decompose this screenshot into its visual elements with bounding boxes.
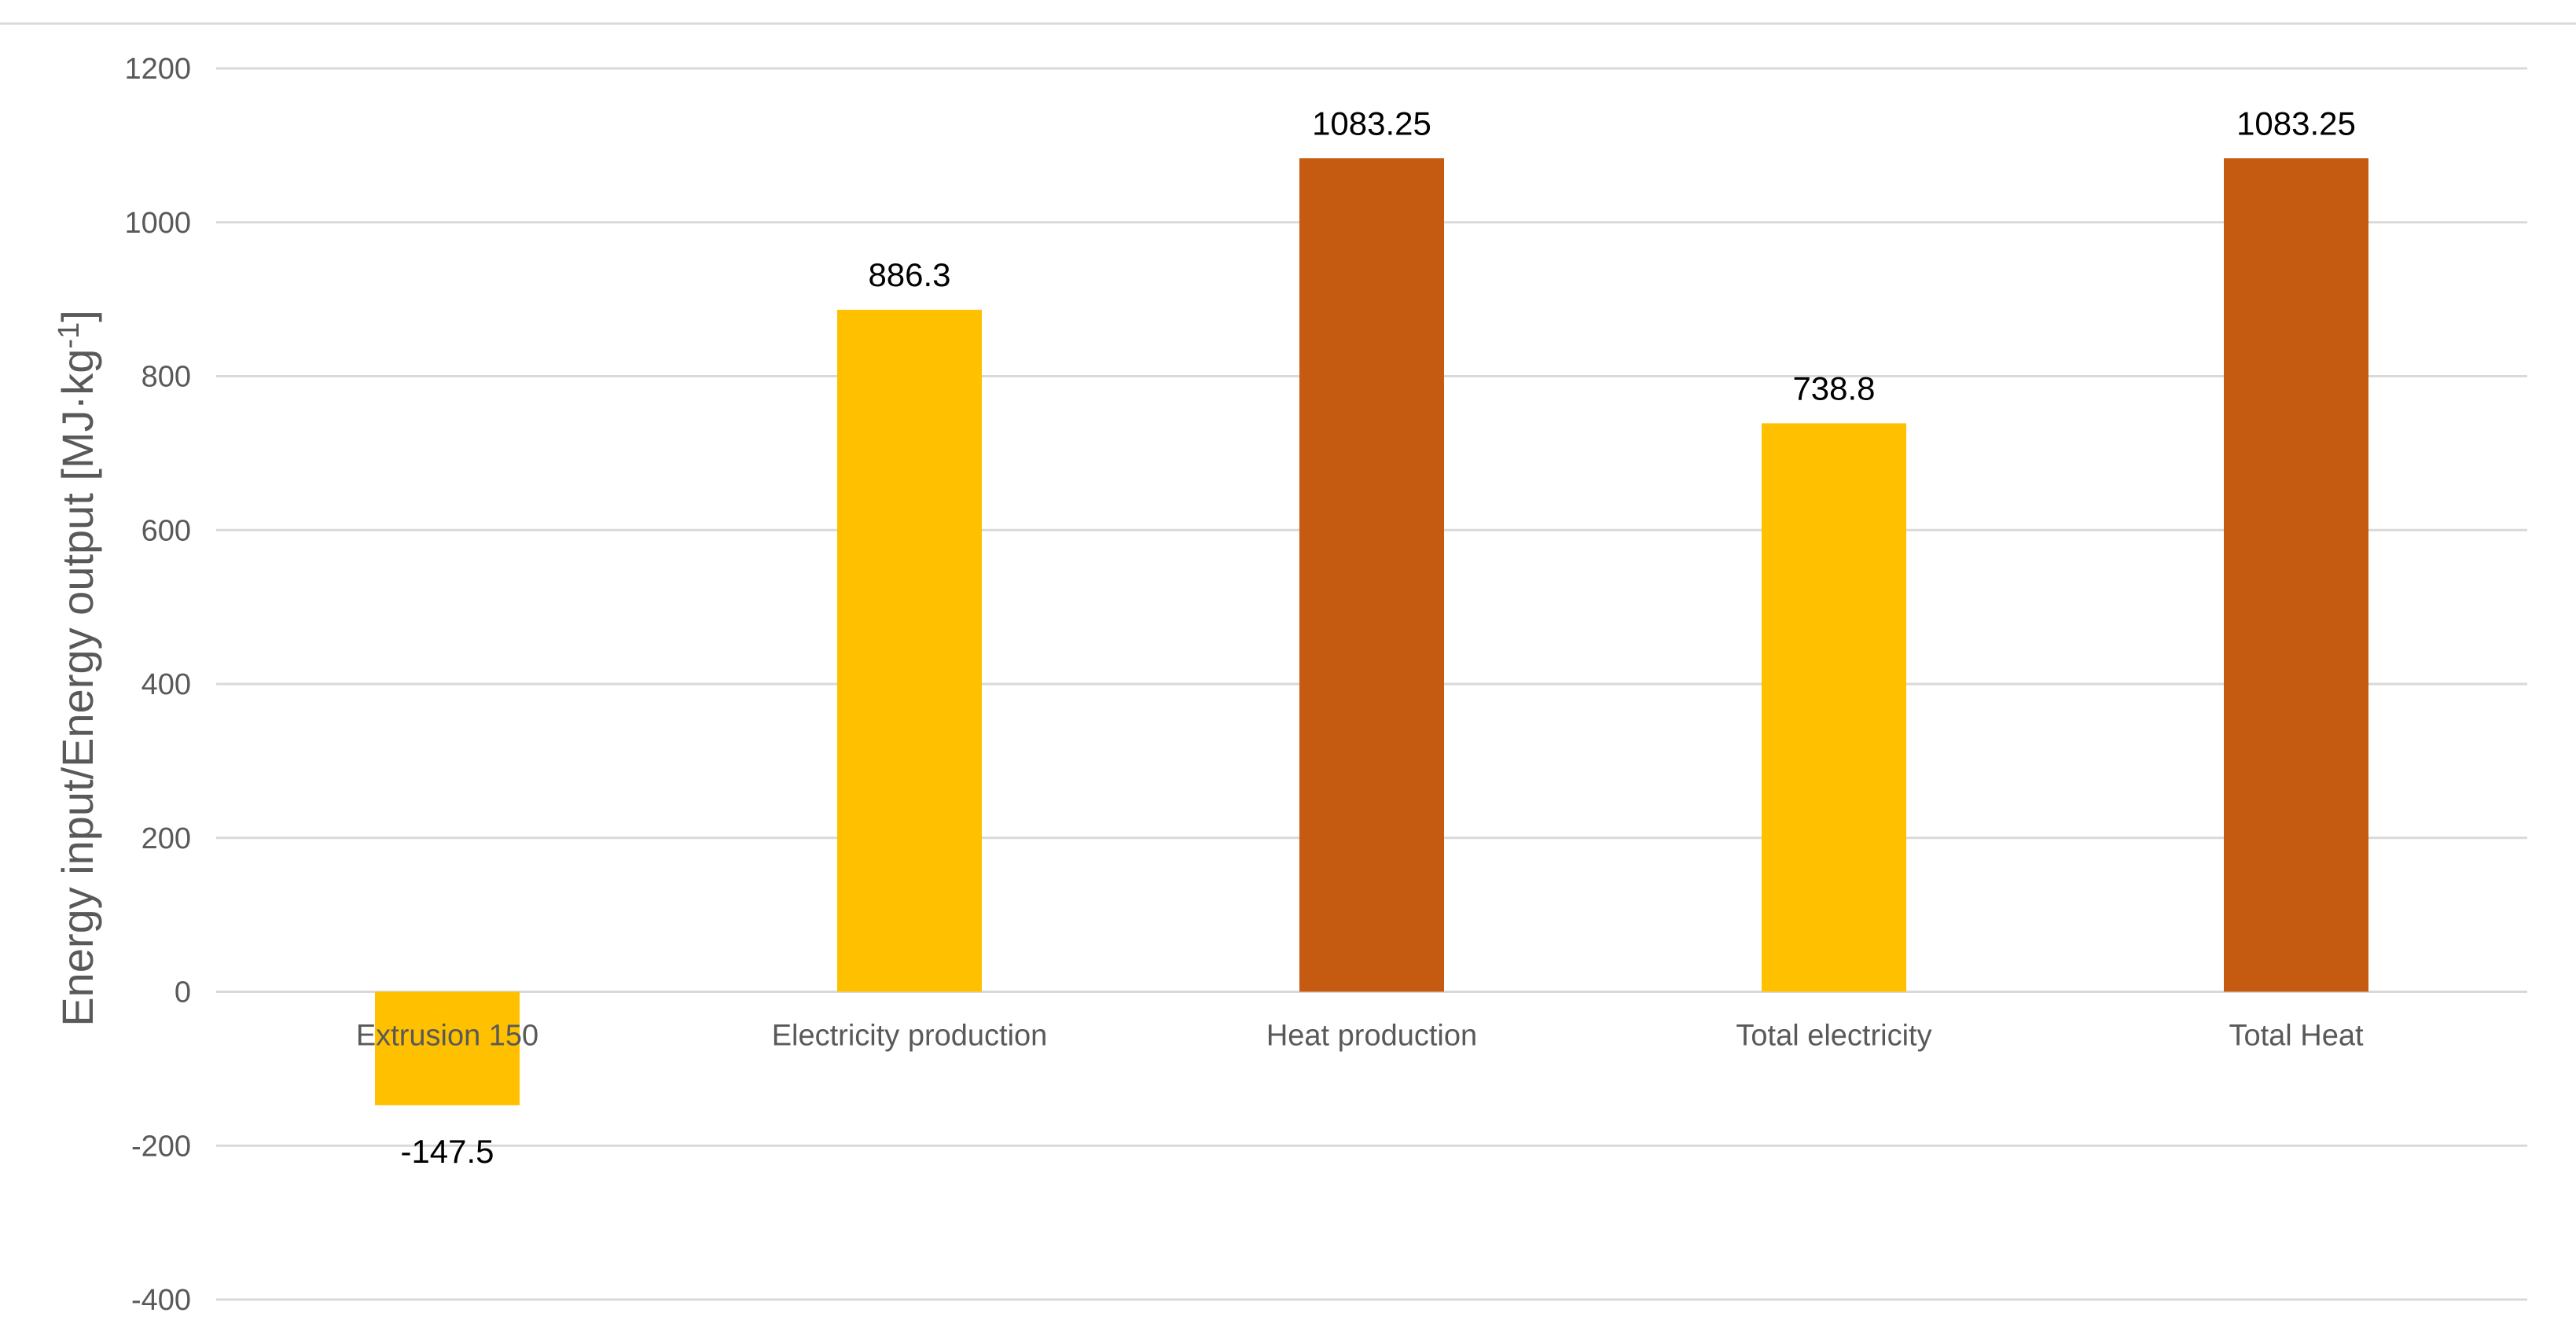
y-tick-label: -400: [131, 1284, 191, 1317]
y-axis-ticks: -400 -200 0 200 400 600 800 1000 1200: [124, 53, 191, 1317]
y-tick-label: 600: [141, 514, 191, 547]
y-tick-label: 400: [141, 668, 191, 701]
data-label: 886.3: [868, 256, 950, 293]
y-tick-label: 0: [175, 976, 191, 1009]
bar: [375, 991, 520, 1105]
y-tick-label: 1200: [124, 53, 191, 86]
bar: [1762, 423, 1906, 992]
bar: [1299, 158, 1444, 992]
bar: [837, 310, 982, 992]
y-axis-title-main: Energy input/Energy output [MJ·kg: [53, 349, 102, 1027]
data-labels: -147.5 886.3 1083.25 738.8 1083.25: [400, 105, 2355, 1170]
x-category-label: Electricity production: [772, 1020, 1048, 1053]
bar: [2224, 158, 2368, 992]
y-tick-label: 200: [141, 822, 191, 855]
y-tick-label: 1000: [124, 207, 191, 240]
data-label: -147.5: [400, 1133, 494, 1170]
y-axis-title: Energy input/Energy output [MJ·kg-1]: [53, 310, 102, 1027]
bars: [375, 158, 2368, 1105]
y-axis-title-suffix: ]: [53, 310, 102, 322]
data-label: 1083.25: [2236, 105, 2356, 142]
data-label: 1083.25: [1312, 105, 1431, 142]
x-axis-categories: Extrusion 150 Electricity production Heat …: [356, 1020, 2364, 1053]
x-category-label: Extrusion 150: [356, 1020, 538, 1053]
y-tick-label: 800: [141, 361, 191, 394]
y-tick-label: -200: [131, 1130, 191, 1163]
x-category-label: Total Heat: [2229, 1020, 2364, 1053]
x-category-label: Heat production: [1266, 1020, 1477, 1053]
data-label: 738.8: [1792, 370, 1875, 406]
x-category-label: Total electricity: [1736, 1020, 1931, 1053]
y-axis-title-superscript: -1: [53, 322, 86, 349]
